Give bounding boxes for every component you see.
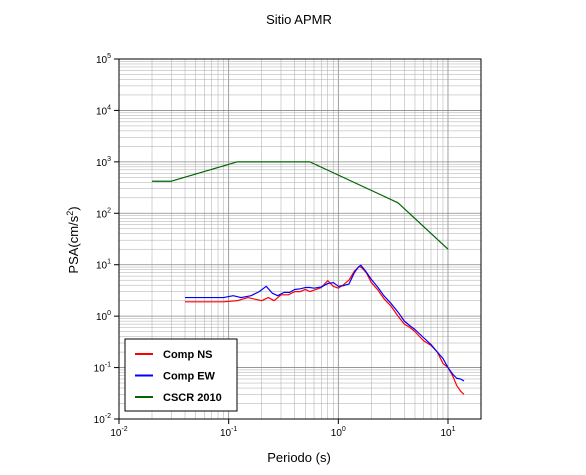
y-tick-label: 105 xyxy=(96,53,111,66)
y-tick-label: 102 xyxy=(96,207,111,220)
y-axis-label-base: PSA(cm/s xyxy=(66,215,81,273)
x-tick-label: 100 xyxy=(331,426,346,439)
y-axis-label-superscript: 2 xyxy=(65,211,75,216)
plot-frame xyxy=(118,58,482,420)
x-axis-label: Periodo (s) xyxy=(267,450,331,465)
y-tick-label: 103 xyxy=(96,156,111,169)
x-tick-label: 101 xyxy=(440,426,455,439)
legend-label: Comp EW xyxy=(163,371,216,383)
legend-label: Comp NS xyxy=(163,349,213,361)
y-axis-label: PSA(cm/s2) xyxy=(65,206,81,273)
series-line-1 xyxy=(185,264,465,382)
grid xyxy=(118,58,482,420)
y-tick-label: 10-2 xyxy=(94,413,111,426)
legend: Comp NS Comp EW CSCR 2010 xyxy=(124,338,238,412)
tick-labels: 10-2 10-1 100 101 10-2 10-1 100 101 102 103 104 105 xyxy=(94,53,456,439)
x-tick-label: 10-1 xyxy=(220,426,237,439)
x-tick-label: 10-2 xyxy=(110,426,127,439)
y-tick-label: 100 xyxy=(96,310,111,323)
y-axis-label-end: ) xyxy=(66,206,81,210)
chart-title: Sitio APMR xyxy=(266,12,332,27)
legend-label: CSCR 2010 xyxy=(163,392,222,404)
series-layer xyxy=(152,161,465,395)
y-tick-label: 101 xyxy=(96,259,111,272)
y-tick-label: 10-1 xyxy=(94,362,111,375)
y-tick-label: 104 xyxy=(96,104,111,117)
series-line-2 xyxy=(152,161,449,250)
